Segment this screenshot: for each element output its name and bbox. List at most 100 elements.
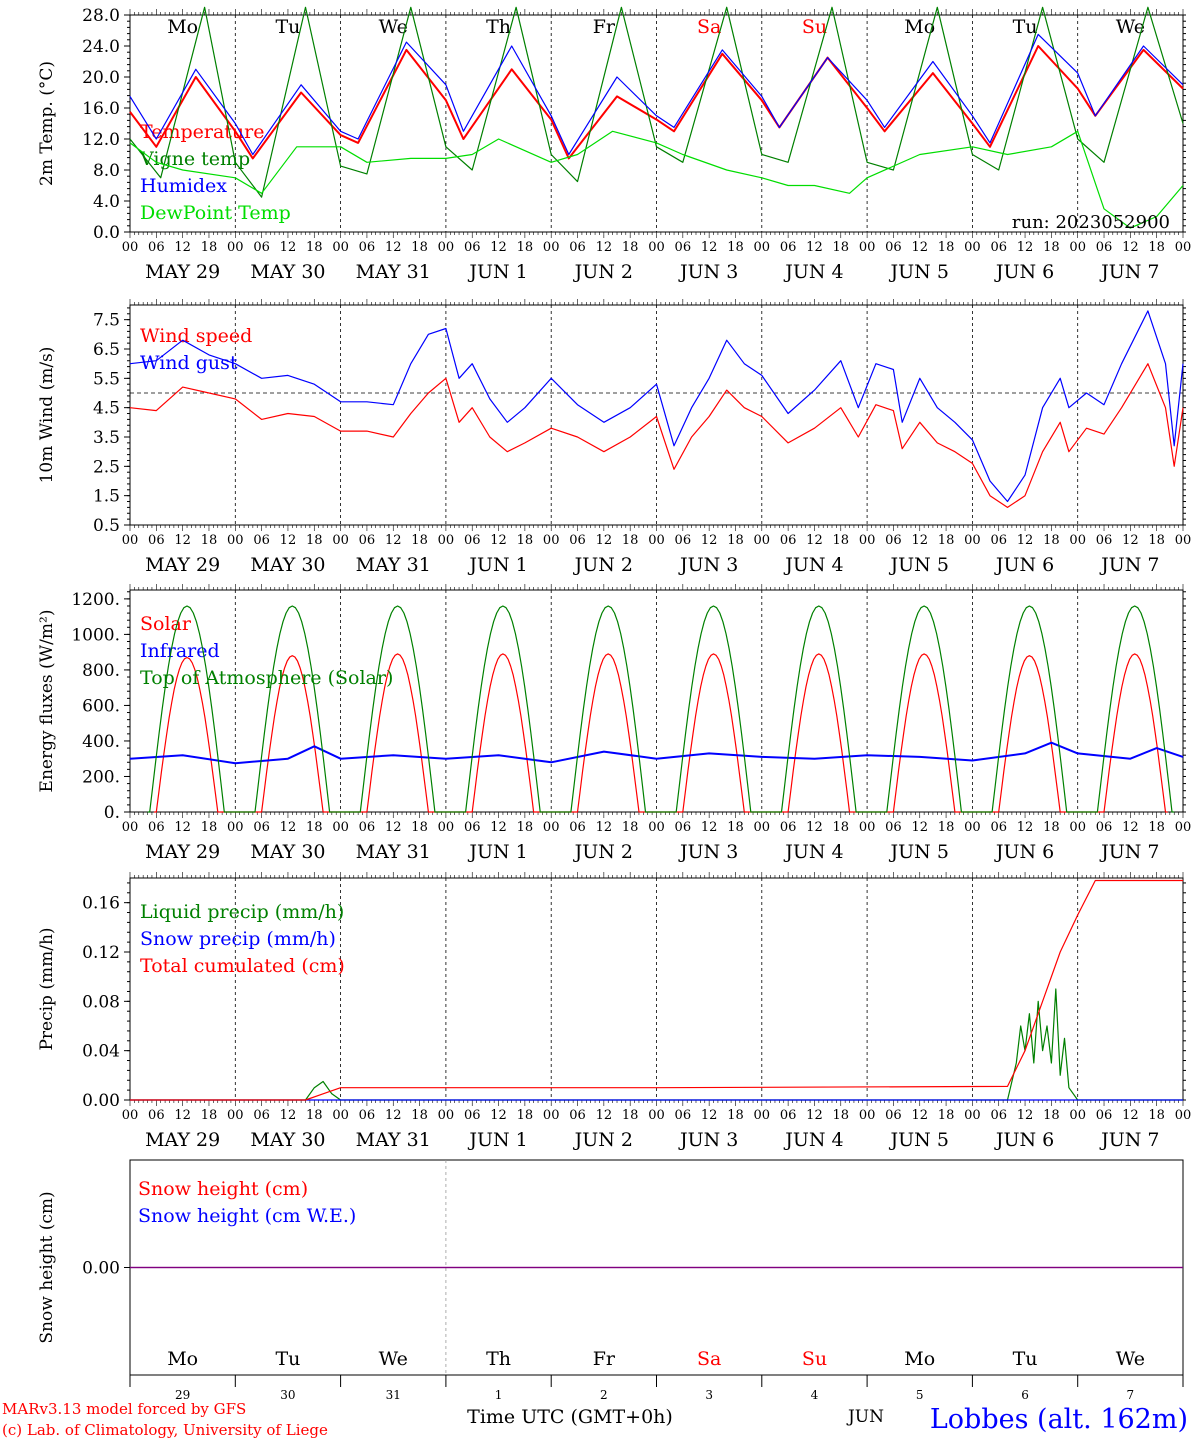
x-hour-label: 12 <box>806 240 823 255</box>
y-tick-label: 1000. <box>71 625 120 645</box>
panel-3: 0. 200. 400. 600. 800. 1000. 1200. Energy fluxe… <box>37 584 1191 863</box>
x-hour-label: 00 <box>543 820 560 835</box>
x-hour-label: 12 <box>385 820 402 835</box>
x-hour-label: 06 <box>148 240 165 255</box>
x-date-label: JUN 6 <box>994 841 1054 863</box>
x-hour-label: 18 <box>306 820 323 835</box>
x-date-label: JUN 2 <box>573 1129 633 1151</box>
x-date-label: JUN 5 <box>889 1129 949 1151</box>
footer-credit-lab: (c) Lab. of Climatology, University of L… <box>2 1421 328 1439</box>
x-hour-label: 00 <box>332 240 349 255</box>
y-tick-label: 0.5 <box>93 516 120 536</box>
x-hour-label: 00 <box>648 533 665 548</box>
x-hour-label: 00 <box>543 533 560 548</box>
x-hour-label: 06 <box>990 240 1007 255</box>
x-date-label: MAY 30 <box>250 841 325 863</box>
y-tick-label: 3.5 <box>93 428 120 448</box>
x-date-label: JUN 6 <box>994 1129 1054 1151</box>
weekday-label: Tu <box>1013 1348 1038 1370</box>
y-axis-label: Energy fluxes (W/m²) <box>37 610 57 793</box>
x-hour-label: 00 <box>1069 1108 1086 1123</box>
x-hour-label: 12 <box>701 533 718 548</box>
x-date-label: JUN 2 <box>573 841 633 863</box>
x-date-label: JUN 7 <box>1099 554 1159 576</box>
weekday-label: We <box>379 1348 408 1370</box>
y-tick-label: 0.00 <box>82 1091 120 1111</box>
x-date-label: JUN 1 <box>467 1129 527 1151</box>
x-hour-label: 18 <box>1043 1108 1060 1123</box>
x-date-label: JUN 1 <box>467 841 527 863</box>
x-hour-label: 18 <box>411 533 428 548</box>
x-hour-label: 12 <box>806 533 823 548</box>
x-hour-label: 12 <box>806 820 823 835</box>
x-hour-label: 12 <box>806 1108 823 1123</box>
panel-5: 0.00 Snow height (cm) Mo Tu We Th Fr Sa Su Mo Tu We… <box>37 1159 1184 1376</box>
legend-entry: Infrared <box>140 640 220 662</box>
x-hour-label: 12 <box>490 1108 507 1123</box>
x-hour-label: 06 <box>253 240 270 255</box>
bottom-day-number: 31 <box>386 1388 401 1402</box>
y-tick-label: 24.0 <box>82 37 120 57</box>
y-tick-label: 4.5 <box>93 399 120 419</box>
x-hour-label: 06 <box>675 1108 692 1123</box>
y-tick-label: 0. <box>104 803 120 823</box>
x-hour-label: 12 <box>911 820 928 835</box>
legend-entry: Wind speed <box>140 325 252 347</box>
x-hour-label: 00 <box>859 240 876 255</box>
x-hour-label: 00 <box>648 1108 665 1123</box>
x-hour-label: 06 <box>253 533 270 548</box>
x-hour-label: 12 <box>490 820 507 835</box>
x-hour-label: 18 <box>1043 820 1060 835</box>
x-hour-label: 18 <box>622 240 639 255</box>
x-date-label: JUN 2 <box>573 261 633 283</box>
weekday-label: Mo <box>167 16 198 38</box>
x-hour-label: 12 <box>911 1108 928 1123</box>
x-hour-label: 18 <box>1148 820 1165 835</box>
run-label: run: 2023052900 <box>1012 212 1170 233</box>
x-hour-label: 12 <box>280 240 297 255</box>
x-hour-label: 06 <box>569 1108 586 1123</box>
x-hour-label: 00 <box>1175 240 1192 255</box>
legend-entry: DewPoint Temp <box>140 202 291 224</box>
x-hour-label: 06 <box>464 820 481 835</box>
y-tick-label: 6.5 <box>93 340 120 360</box>
weekday-label: Tu <box>275 16 300 38</box>
y-axis-label: Snow height (cm) <box>37 1191 57 1343</box>
x-date-label: JUN 4 <box>783 554 843 576</box>
series-line-wind-gust <box>129 310 1184 503</box>
x-hour-label: 06 <box>359 533 376 548</box>
x-date-label: JUN 6 <box>994 554 1054 576</box>
x-hour-label: 06 <box>990 1108 1007 1123</box>
x-hour-label: 12 <box>1122 240 1139 255</box>
series-line-total-cumulated-cm- <box>130 879 1183 1101</box>
x-hour-label: 18 <box>306 1108 323 1123</box>
legend-entry: Snow height (cm W.E.) <box>138 1205 356 1227</box>
x-date-label: JUN 3 <box>678 261 738 283</box>
x-date-label: MAY 31 <box>356 1129 431 1151</box>
legend-entry: Liquid precip (mm/h) <box>140 901 344 923</box>
x-date-label: JUN 3 <box>678 554 738 576</box>
x-hour-label: 06 <box>780 1108 797 1123</box>
x-hour-label: 06 <box>569 240 586 255</box>
series-line-temperature <box>129 45 1184 160</box>
x-hour-label: 00 <box>964 820 981 835</box>
x-hour-label: 18 <box>622 820 639 835</box>
x-hour-label: 00 <box>227 240 244 255</box>
x-hour-label: 12 <box>385 240 402 255</box>
x-hour-label: 06 <box>675 240 692 255</box>
legend-entry: Snow height (cm) <box>138 1178 308 1200</box>
x-hour-label: 18 <box>411 820 428 835</box>
x-hour-label: 18 <box>833 1108 850 1123</box>
panel-2: 0.5 1.5 2.5 3.5 4.5 5.5 6.5 7.5 10m Wind (m/s) 00… <box>37 299 1191 576</box>
weekday-label: Fr <box>593 16 616 38</box>
x-hour-label: 06 <box>359 820 376 835</box>
x-hour-label: 00 <box>964 1108 981 1123</box>
x-date-label: MAY 31 <box>356 841 431 863</box>
y-tick-label: 400. <box>82 732 120 752</box>
x-date-label: MAY 31 <box>356 554 431 576</box>
x-date-label: JUN 2 <box>573 554 633 576</box>
y-tick-label: 2.5 <box>93 457 120 477</box>
weekday-label: We <box>379 16 408 38</box>
x-hour-label: 12 <box>1017 820 1034 835</box>
x-hour-label: 00 <box>122 240 139 255</box>
